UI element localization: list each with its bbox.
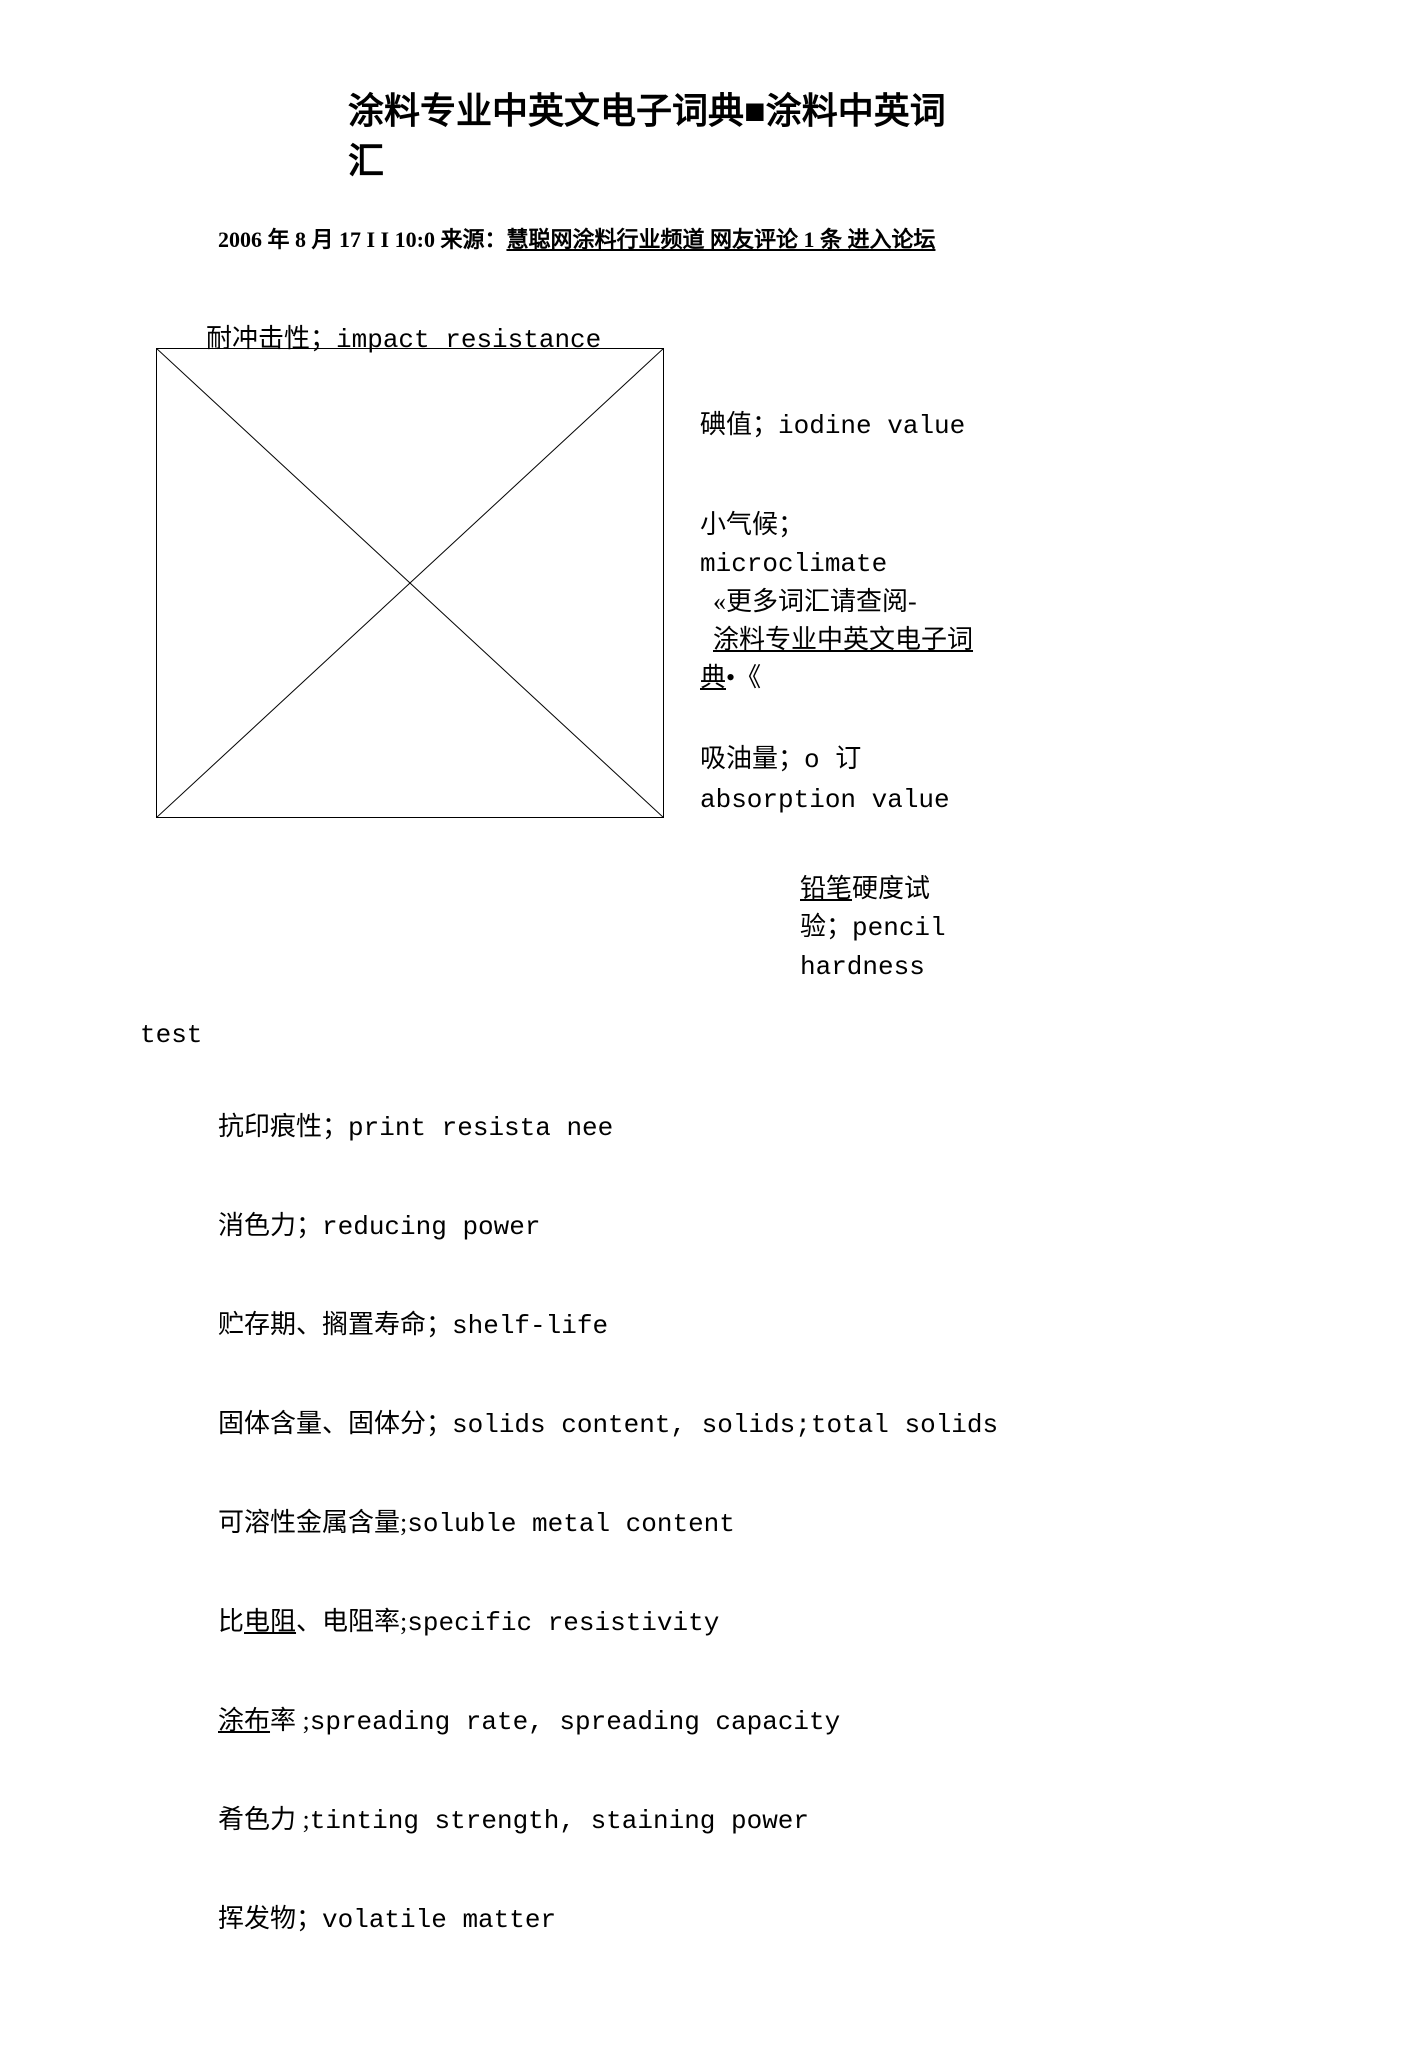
list-item: 比电阻、电阻率;specific resistivity [218,1601,998,1638]
item-cn-pre: 比 [218,1607,244,1636]
item-cn: 、电阻率; [296,1607,407,1636]
list-item: 肴色力 ;tinting strength, staining power [218,1799,998,1836]
item-cn: 率 ; [270,1706,310,1735]
item-en: volatile matter [322,1905,556,1935]
item-cn: 消色力； [218,1211,322,1240]
entry-en: microclimate [700,549,887,579]
list-item: 抗印痕性；print resista nee [218,1106,998,1143]
item-cn: 贮存期、搁置寿命； [218,1310,452,1339]
list-item: 可溶性金属含量;soluble metal content [218,1502,998,1539]
entry-oil-absorption: 吸油量；o 订 absorption value [700,740,950,819]
item-en: specific resistivity [407,1608,719,1638]
more-text [700,587,713,616]
item-en: print resista nee [348,1113,613,1143]
item-link[interactable]: 涂布 [218,1706,270,1735]
list-item: 消色力；reducing power [218,1205,998,1242]
item-cn: 可溶性金属含量; [218,1508,407,1537]
entry-pencil-hardness: 铅笔硬度试验；pencil hardness [800,870,980,987]
list-item: 贮存期、搁置寿命；shelf-life [218,1304,998,1341]
item-cn: 抗印痕性； [218,1112,348,1141]
item-en: soluble metal content [407,1509,735,1539]
pencil-link[interactable]: 铅笔 [800,874,852,903]
subtitle-line: 2006 年 8 月 17 I I 10:0 来源：慧聪网涂料行业频道 网友评论… [218,222,935,254]
entry-en-part1: o 订 [804,745,861,775]
more-prefix: «更多词汇请查阅- [713,587,917,616]
item-en: reducing power [322,1212,540,1242]
subtitle-link[interactable]: 慧聪网涂料行业频道 网友评论 1 条 进入论坛 [506,227,935,252]
list-item: 固体含量、固体分；solids content, solids;total so… [218,1403,998,1440]
test-continuation: test [140,1020,202,1050]
entry-iodine-value: 碘值；iodine value [700,404,965,441]
more-suffix: •《 [726,663,761,692]
placeholder-image-box [156,348,664,818]
subtitle-prefix: 2006 年 8 月 17 I I 10:0 来源： [218,227,506,252]
item-en: spreading rate, spreading capacity [310,1707,841,1737]
list-item: 挥发物；volatile matter [218,1898,998,1935]
item-link[interactable]: 电阻 [244,1607,296,1636]
item-cn: 固体含量、固体分； [218,1409,452,1438]
item-en: tinting strength, staining power [310,1806,809,1836]
entry-en: iodine value [778,411,965,441]
list-item: 涂布率 ;spreading rate, spreading capacity [218,1700,998,1737]
entry-cn: 吸油量； [700,744,804,773]
entry-en-part2: absorption value [700,785,950,815]
entry-cn: 小气候； [700,510,804,539]
more-indent [700,625,713,654]
item-en: shelf-life [452,1311,608,1341]
vocabulary-list: 抗印痕性；print resista nee 消色力；reducing powe… [218,1106,998,1997]
entry-microclimate-block: 小气候； microclimate «更多词汇请查阅- 涂料专业中英文电子词典•… [700,506,990,696]
item-en: solids content, solids;total solids [452,1410,998,1440]
entry-cn: 碘值； [700,410,778,439]
page-title: 涂料专业中英文电子词典■涂料中英词汇 [348,86,968,187]
item-cn: 肴色力 ; [218,1805,310,1834]
item-cn: 挥发物； [218,1904,322,1933]
